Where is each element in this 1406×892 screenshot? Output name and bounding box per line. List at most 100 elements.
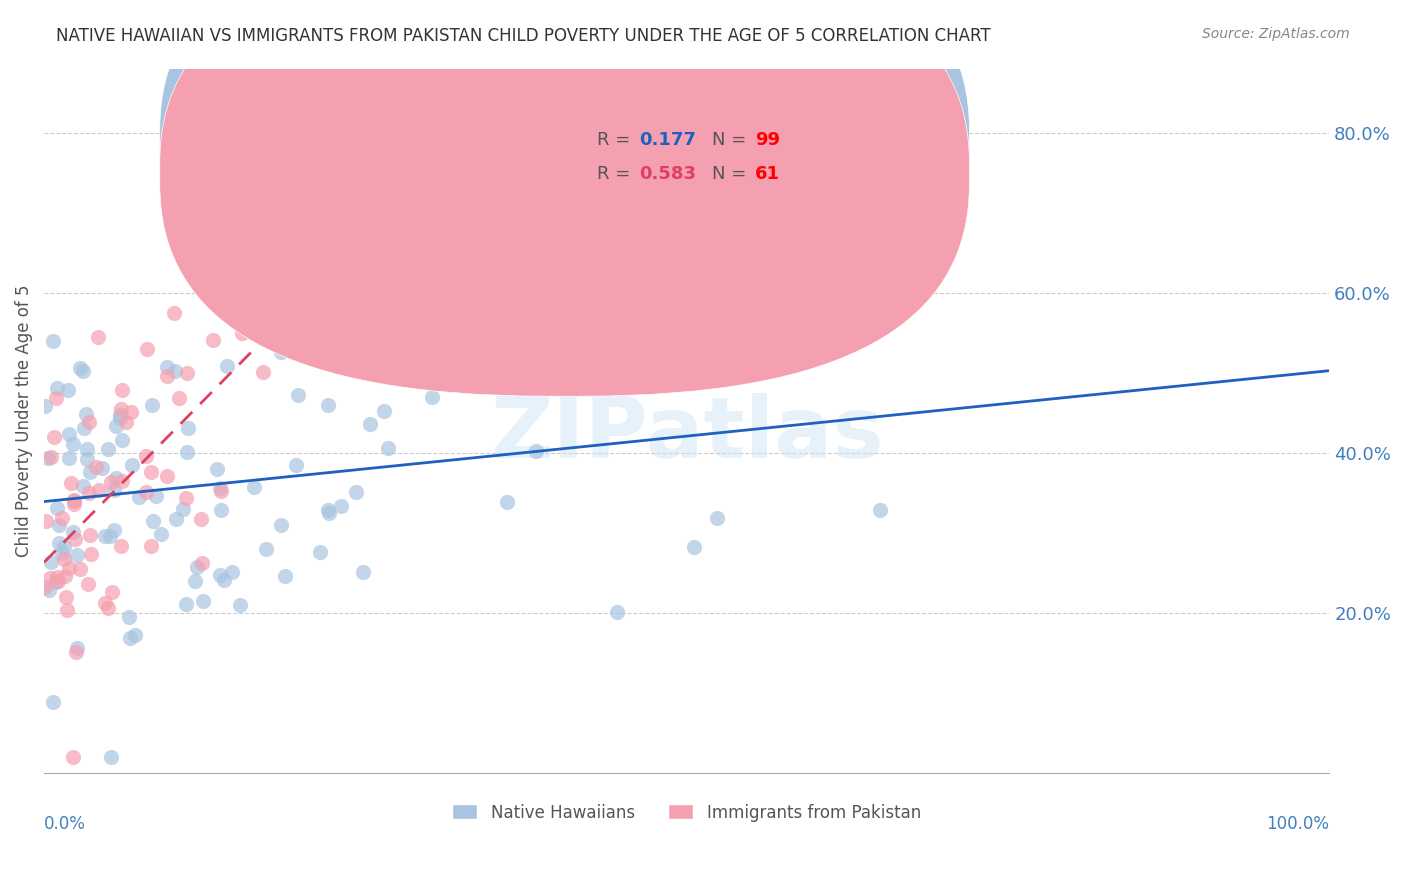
Text: N =: N = (713, 131, 752, 149)
Point (58, 561, 80, 575)
Point (231, 326, 253, 341)
Point (214, 574, 236, 588)
Point (184, 574, 207, 588)
Point (118, 631, 141, 645)
Legend: Native Hawaiians, Immigrants from Pakistan: Native Hawaiians, Immigrants from Pakist… (446, 797, 928, 829)
Point (176, 421, 198, 435)
Point (72, 363, 94, 377)
Text: 100.0%: 100.0% (1267, 815, 1329, 833)
Point (65, 532, 87, 546)
Point (48, 518, 70, 533)
Point (105, 418, 128, 433)
Point (42, 334, 65, 348)
Point (352, 565, 374, 579)
Text: 0.177: 0.177 (640, 131, 696, 149)
Point (120, 405, 142, 419)
Point (377, 441, 399, 455)
Point (37, 451, 59, 466)
Point (420, 390, 443, 404)
Point (66, 641, 89, 656)
Point (45, 391, 67, 405)
Point (69, 562, 91, 576)
Point (72, 479, 94, 493)
Point (110, 402, 132, 417)
Point (139, 466, 162, 480)
Point (172, 502, 194, 516)
Point (308, 545, 330, 559)
Point (111, 383, 134, 397)
Point (683, 540, 706, 554)
Point (51, 546, 73, 560)
Point (39, 555, 62, 569)
Text: N =: N = (713, 164, 752, 183)
Point (45, 570, 67, 584)
Point (59, 476, 82, 491)
Point (89, 483, 111, 497)
Point (329, 330, 352, 344)
Point (58, 426, 80, 441)
Point (76, 442, 98, 456)
Point (80, 547, 103, 561)
Text: 0.0%: 0.0% (44, 815, 86, 833)
Point (139, 539, 162, 553)
Point (416, 336, 439, 351)
Point (34, 580, 56, 594)
Point (42, 430, 65, 444)
Point (75, 407, 97, 421)
Text: ZIPatlas: ZIPatlas (489, 393, 883, 476)
Point (145, 489, 167, 503)
Point (77, 486, 100, 500)
Point (128, 490, 150, 504)
Point (287, 387, 309, 401)
Point (190, 512, 212, 526)
Point (202, 333, 225, 347)
Point (135, 450, 157, 464)
Point (254, 541, 277, 556)
Point (62, 497, 84, 511)
Text: 99: 99 (755, 131, 780, 149)
Point (135, 485, 157, 500)
Point (121, 458, 143, 472)
Point (208, 567, 231, 582)
Point (62, 525, 84, 540)
Point (87, 330, 110, 344)
Point (709, 321, 731, 335)
Point (103, 523, 125, 537)
Text: Source: ZipAtlas.com: Source: ZipAtlas.com (1202, 27, 1350, 41)
Point (79, 527, 101, 541)
Point (104, 471, 127, 485)
Point (155, 469, 177, 483)
Point (191, 593, 214, 607)
Point (174, 491, 197, 506)
Point (53, 569, 76, 583)
Point (209, 484, 232, 499)
Point (264, 173, 287, 187)
Point (373, 403, 395, 417)
Point (52, 540, 75, 554)
Point (316, 398, 339, 412)
Point (524, 444, 547, 458)
Point (63, 494, 86, 508)
Point (34, 399, 56, 413)
Y-axis label: Child Poverty Under the Age of 5: Child Poverty Under the Age of 5 (15, 285, 32, 558)
Point (94, 529, 117, 543)
Point (46, 500, 69, 515)
Point (214, 227, 236, 241)
Point (72, 421, 94, 435)
Point (66, 549, 89, 563)
Point (100, 584, 122, 599)
Point (346, 484, 368, 499)
Point (100, 750, 122, 764)
Point (51, 511, 73, 525)
FancyBboxPatch shape (520, 111, 866, 210)
Point (209, 503, 232, 517)
Point (90, 461, 112, 475)
Text: R =: R = (596, 131, 636, 149)
Point (34, 515, 56, 529)
Point (467, 323, 489, 337)
Point (97, 442, 120, 456)
Text: NATIVE HAWAIIAN VS IMMIGRANTS FROM PAKISTAN CHILD POVERTY UNDER THE AGE OF 5 COR: NATIVE HAWAIIAN VS IMMIGRANTS FROM PAKIS… (56, 27, 991, 45)
Point (62, 750, 84, 764)
Point (613, 342, 636, 356)
Point (321, 338, 343, 352)
